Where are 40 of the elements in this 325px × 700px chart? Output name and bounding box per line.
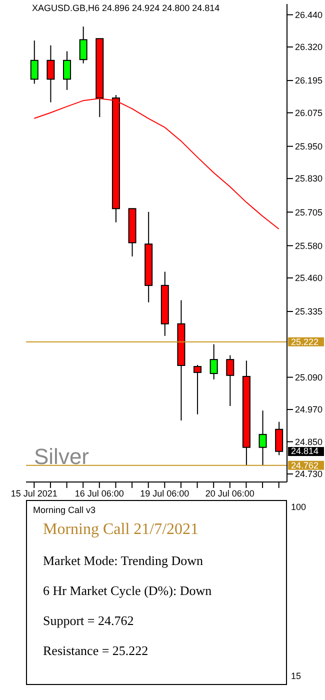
text: Support = 24.762 xyxy=(43,613,134,629)
candlestick xyxy=(30,40,38,84)
y-tick-label: 25.705 xyxy=(295,207,323,218)
y-tick-label: 26.320 xyxy=(295,42,323,52)
y-tick-label: 25.830 xyxy=(295,174,323,184)
x-tick-label: 16 Jul 06:00 xyxy=(74,488,124,498)
y-tick-label: 26.195 xyxy=(295,76,323,86)
text: 6 Hr Market Cycle (D%): Down xyxy=(43,583,212,599)
y-tick-label: 25.950 xyxy=(295,142,323,152)
candlestick xyxy=(258,410,267,466)
x-tick-label: 15 Jul 2021 xyxy=(10,488,58,498)
candlestick xyxy=(275,421,284,456)
candlestick xyxy=(46,44,55,103)
x-tick-label: 20 Jul 06:00 xyxy=(205,488,254,498)
y-tick-label: 24.730 xyxy=(295,469,323,480)
text: Resistance = 25.222 xyxy=(43,643,148,659)
y-tick-label: 25.460 xyxy=(295,273,323,284)
y-tick-label: 25.335 xyxy=(295,306,323,317)
y-tick-label: 26.075 xyxy=(295,108,323,118)
candlestick xyxy=(63,50,72,90)
candlestick xyxy=(226,354,234,407)
text: 24.814 xyxy=(288,446,324,456)
text: Market Mode: Trending Down xyxy=(43,553,203,569)
y-tick-label: 25.090 xyxy=(295,372,323,382)
text: 15 xyxy=(291,671,302,681)
y-tick-label: 26.440 xyxy=(295,10,323,20)
y-tick-label: 25.580 xyxy=(295,240,323,251)
ref-line-label: 25.222 xyxy=(291,336,319,347)
y-tick-label: 24.970 xyxy=(295,404,323,415)
text: Morning Call v3 xyxy=(33,505,96,515)
text: 100 xyxy=(291,502,306,512)
candlestick xyxy=(79,26,88,64)
candlestick xyxy=(210,344,218,380)
y-tick-label: 24.850 xyxy=(295,436,323,447)
chart-title: XAGUSD.GB,H6 24.896 24.924 24.800 24.814 xyxy=(32,3,220,13)
ref-line-label: 24.762 xyxy=(291,460,319,470)
candlestick xyxy=(194,364,202,415)
text: Morning Call 21/7/2021 xyxy=(43,521,199,539)
x-tick-label: 19 Jul 06:00 xyxy=(140,488,190,498)
annotation: Silver xyxy=(34,444,90,470)
